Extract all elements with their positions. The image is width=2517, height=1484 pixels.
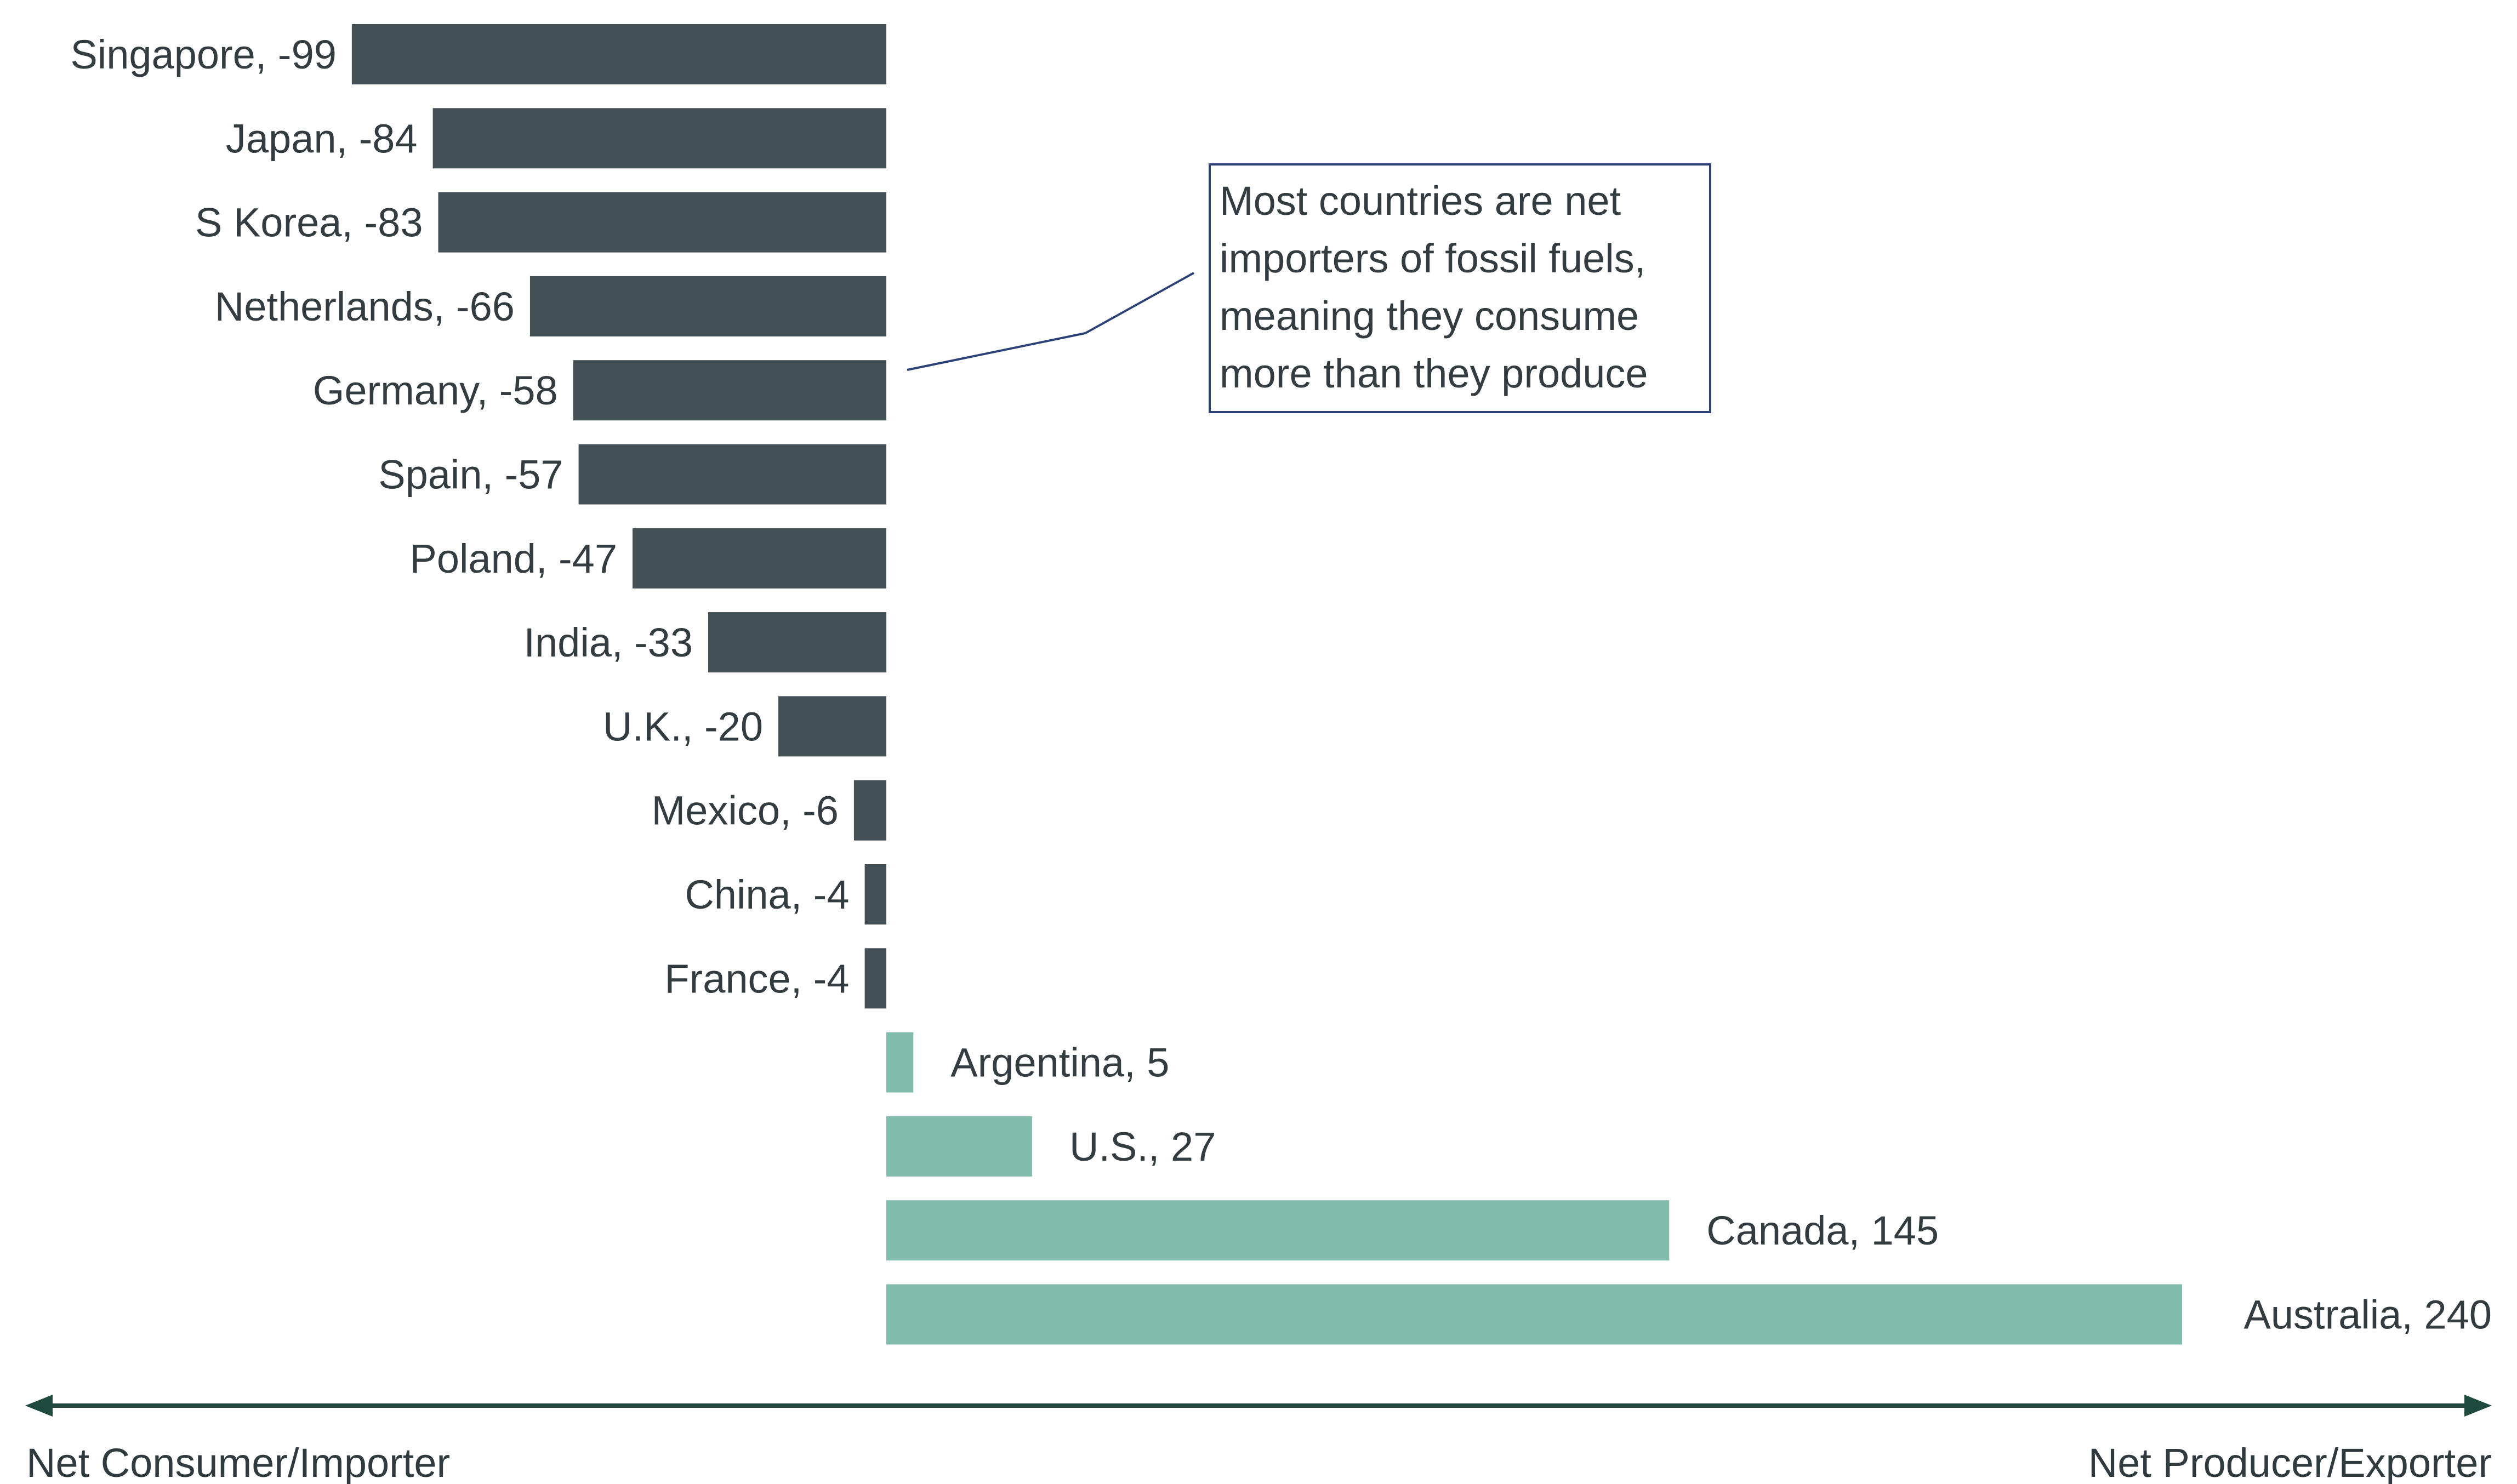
right-arrowhead-icon: [2464, 1395, 2492, 1417]
bar-india: [708, 612, 887, 673]
bar-germany: [573, 360, 886, 421]
callout-box: [1209, 163, 1711, 413]
bar-australia: [886, 1284, 2182, 1345]
axis-label-right: Net Producer/Exporter: [2088, 1440, 2492, 1484]
bar-s-korea: [438, 192, 886, 253]
bar-label-singapore: Singapore, -99: [70, 32, 336, 77]
bar-label-canada: Canada, 145: [1706, 1208, 1939, 1253]
bar-label-poland: Poland, -47: [410, 536, 618, 581]
left-arrowhead-icon: [25, 1395, 53, 1417]
bars-layer: [351, 24, 2182, 1345]
bar-label-s-korea: S Korea, -83: [195, 200, 423, 246]
axis-label-left: Net Consumer/Importer: [26, 1440, 450, 1484]
callout-line-1: Most countries are net: [1220, 178, 1621, 224]
bar-u-s: [886, 1116, 1032, 1177]
annotation-callout: Most countries are net importers of foss…: [907, 163, 1711, 413]
callout-leader-line: [907, 272, 1194, 371]
bar-singapore: [351, 24, 886, 84]
bar-label-u-s: U.S., 27: [1069, 1124, 1216, 1169]
bar-label-netherlands: Netherlands, -66: [215, 284, 515, 329]
bar-netherlands: [529, 276, 886, 336]
bar-u-k: [778, 696, 886, 757]
callout-line-3: meaning they consume: [1220, 293, 1639, 339]
bar-label-spain: Spain, -57: [378, 452, 563, 498]
bar-label-japan: Japan, -84: [226, 116, 418, 161]
bar-label-australia: Australia, 240: [2244, 1292, 2492, 1338]
bar-label-india: India, -33: [523, 620, 693, 665]
bar-canada: [886, 1200, 1670, 1261]
bar-france: [864, 948, 886, 1009]
bar-argentina: [886, 1032, 914, 1093]
callout-line-2: importers of fossil fuels,: [1220, 236, 1645, 281]
bar-label-mexico: Mexico, -6: [652, 788, 839, 834]
bar-poland: [633, 528, 886, 589]
bar-japan: [432, 108, 886, 169]
bar-labels-layer: Singapore, -99 Japan, -84 S Korea, -83 Neth…: [70, 32, 2492, 1338]
callout-line-4: more than they produce: [1220, 351, 1648, 396]
bar-label-argentina: Argentina, 5: [950, 1040, 1169, 1086]
bar-label-france: France, -4: [664, 956, 849, 1001]
bar-label-u-k: U.K., -20: [603, 704, 763, 749]
bar-label-china: China, -4: [685, 872, 849, 917]
bar-mexico: [853, 780, 886, 841]
axis-layer: Net Consumer/Importer Net Producer/Expor…: [25, 1395, 2492, 1484]
bar-spain: [578, 444, 886, 505]
bar-china: [864, 864, 886, 924]
bar-label-germany: Germany, -58: [313, 368, 558, 413]
